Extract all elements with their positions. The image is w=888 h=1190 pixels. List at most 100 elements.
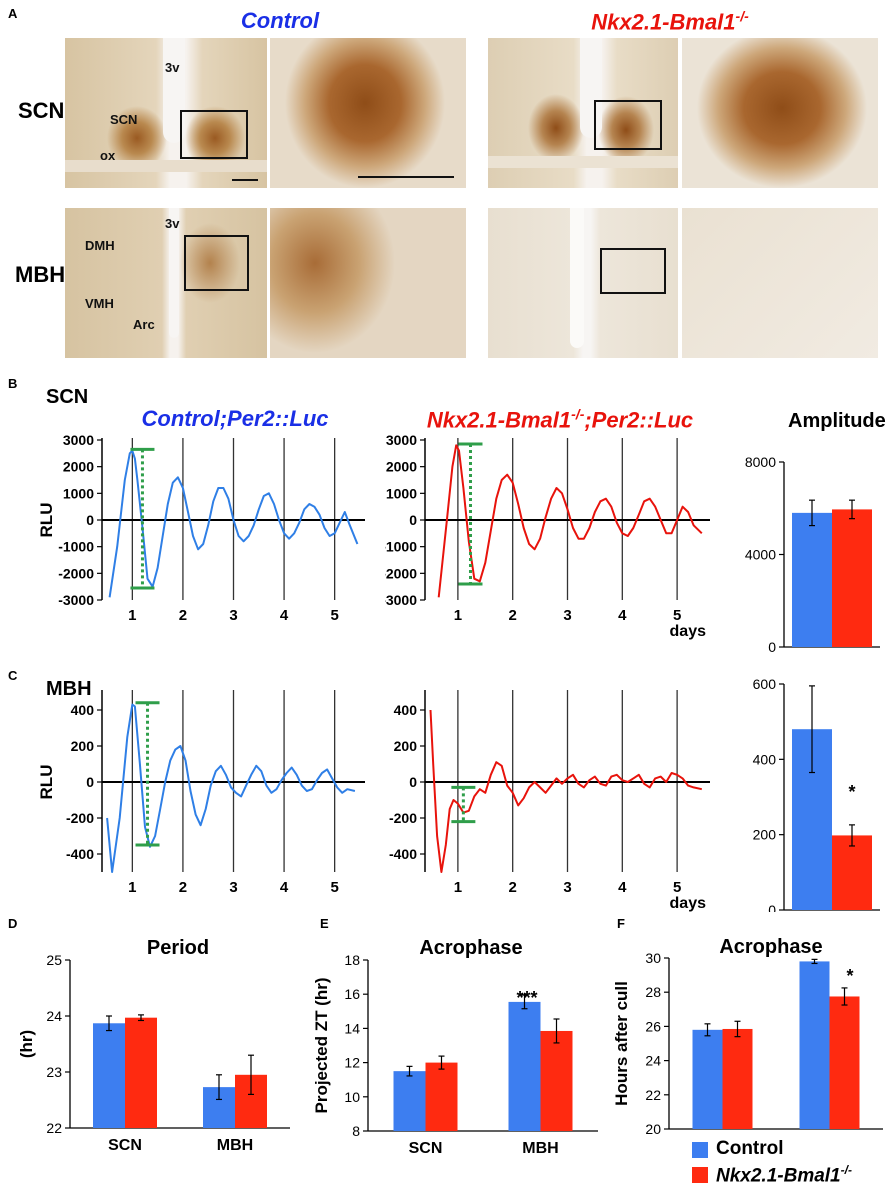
y-tick-label: 0 bbox=[768, 639, 776, 655]
panel-b-section-title: SCN bbox=[46, 386, 89, 408]
panel-b-amplitude-title: Amplitude bbox=[788, 410, 886, 432]
x-tick-label: 2 bbox=[179, 607, 187, 624]
y-tick-label: 8000 bbox=[745, 454, 776, 470]
y-tick-label: 0 bbox=[409, 512, 417, 528]
bar bbox=[799, 961, 830, 1129]
bar bbox=[425, 1062, 458, 1131]
y-tick-label: -400 bbox=[66, 846, 94, 862]
chart-b-scn-control: 3000 2000 1000 0 -1000 -2000 -3000 1 2 3 4 5 RLU bbox=[37, 432, 365, 624]
y-tick-label: 18 bbox=[344, 952, 360, 968]
y-tick-label: 20 bbox=[645, 1121, 661, 1135]
y-tick-label: -1000 bbox=[58, 539, 94, 555]
legend-label-control: Control bbox=[716, 1138, 784, 1159]
label-3v-mbh: 3v bbox=[165, 216, 180, 231]
x-tick-label: 1 bbox=[128, 879, 136, 896]
chart-c-mbh-control: 400 200 0 -200 -400 1 2 3 4 5 RLU bbox=[37, 690, 365, 896]
zoom-box-scn-control bbox=[180, 110, 248, 159]
y-tick-label: 200 bbox=[71, 738, 95, 754]
x-category-label: MBH bbox=[217, 1137, 253, 1154]
y-tick-label: -3000 bbox=[58, 592, 94, 608]
y-tick-label: 1000 bbox=[63, 485, 94, 501]
chart-c-amplitude: 0 200 400 600 * bbox=[753, 676, 880, 912]
y-tick-label: 25 bbox=[46, 952, 62, 968]
zoom-box-mbh-control bbox=[184, 235, 249, 291]
label-arc: Arc bbox=[133, 317, 155, 332]
micrograph-mbh-control-overview: 3v DMH VMH Arc bbox=[65, 208, 267, 358]
y-tick-label: 200 bbox=[394, 738, 418, 754]
bar bbox=[93, 1023, 125, 1128]
y-tick-label: 3000 bbox=[63, 432, 94, 448]
y-tick-label: -200 bbox=[389, 810, 417, 826]
y-axis-label: Projected ZT (hr) bbox=[312, 977, 331, 1113]
x-category-label: SCN bbox=[409, 1140, 443, 1155]
panel-a-ko-title-text: Nkx2.1-Bmal1 bbox=[591, 9, 736, 35]
x-tick-label: 3 bbox=[229, 607, 237, 624]
y-tick-label: 0 bbox=[768, 902, 776, 912]
y-tick-label: 2000 bbox=[386, 459, 417, 475]
legend-swatch-control bbox=[692, 1142, 708, 1158]
trace-line bbox=[437, 444, 703, 598]
micrograph-scn-ko-overview bbox=[488, 38, 678, 188]
chart-e-acrophase: 8 10 12 14 16 18 SCN MBH Acrophase Projected ZT (… bbox=[312, 937, 598, 1155]
x-tick-label: 1 bbox=[454, 879, 462, 896]
panel-a-ko-title-sup: -/- bbox=[735, 8, 749, 24]
y-tick-label: 2000 bbox=[63, 459, 94, 475]
chart-title: Period bbox=[147, 937, 209, 959]
label-3v: 3v bbox=[165, 60, 180, 75]
x-tick-label: 4 bbox=[280, 879, 289, 896]
bar bbox=[692, 1029, 723, 1129]
chart-d-period: 22 23 24 25 SCN MBH Period (hr) bbox=[17, 937, 290, 1154]
y-tick-label: 12 bbox=[344, 1055, 360, 1071]
x-category-label: SCN bbox=[108, 1137, 142, 1154]
x-tick-label: 5 bbox=[330, 607, 338, 624]
y-tick-label: 3000 bbox=[386, 432, 417, 448]
y-tick-label: 22 bbox=[46, 1120, 62, 1136]
panel-b-ko-title-text: Nkx2.1-Bmal1 bbox=[426, 407, 572, 433]
x-tick-label: 3 bbox=[563, 607, 571, 624]
trace-line bbox=[106, 703, 356, 873]
bar bbox=[722, 1028, 753, 1129]
y-tick-label: 400 bbox=[394, 702, 418, 718]
bar bbox=[832, 509, 872, 647]
panel-label-e: E bbox=[320, 916, 329, 931]
y-tick-label: 16 bbox=[344, 986, 360, 1002]
chart-title: Acrophase bbox=[419, 937, 522, 959]
y-tick-label: -400 bbox=[389, 846, 417, 862]
y-tick-label: 30 bbox=[645, 950, 661, 966]
y-axis-label: (hr) bbox=[17, 1030, 36, 1058]
chart-title: Acrophase bbox=[719, 936, 822, 958]
panel-b-control-title: Control;Per2::Luc bbox=[141, 406, 329, 431]
x-tick-label: 1 bbox=[128, 607, 136, 624]
y-tick-label: 8 bbox=[352, 1123, 360, 1139]
panel-b-ko-title-suffix: ;Per2::Luc bbox=[584, 407, 694, 433]
optic-chiasm-band bbox=[65, 160, 267, 172]
x-axis-days-label: days bbox=[670, 623, 707, 640]
legend: Control Nkx2.1-Bmal1-/- bbox=[690, 1138, 885, 1188]
optic-chiasm-band-ko bbox=[488, 156, 678, 168]
y-tick-label: 22 bbox=[645, 1087, 661, 1103]
y-tick-label: 600 bbox=[753, 676, 777, 692]
y-tick-label: 400 bbox=[753, 751, 777, 767]
y-tick-label: 1000 bbox=[386, 485, 417, 501]
micrograph-mbh-ko-zoom bbox=[682, 208, 878, 358]
label-ox: ox bbox=[100, 148, 116, 163]
panel-label-d: D bbox=[8, 916, 18, 931]
panel-label-a: A bbox=[8, 6, 18, 21]
third-ventricle-gap-ko bbox=[580, 38, 602, 138]
y-tick-label: 400 bbox=[71, 702, 95, 718]
y-tick-label: 0 bbox=[86, 512, 94, 528]
third-ventricle-mbh-ko bbox=[570, 208, 584, 348]
y-tick-label: -1000 bbox=[385, 539, 417, 555]
x-tick-label: 2 bbox=[509, 879, 517, 896]
label-vmh: VMH bbox=[85, 296, 114, 311]
y-tick-label: 200 bbox=[753, 827, 777, 843]
scale-bar-zoom bbox=[358, 176, 454, 178]
bar bbox=[792, 512, 832, 647]
bar bbox=[393, 1071, 426, 1131]
label-dmh: DMH bbox=[85, 238, 115, 253]
x-tick-label: 5 bbox=[673, 607, 681, 624]
panel-b-ko-title-sup: -/- bbox=[571, 406, 585, 422]
y-tick-label: 23 bbox=[46, 1064, 62, 1080]
x-axis-days-label: days bbox=[670, 895, 707, 912]
